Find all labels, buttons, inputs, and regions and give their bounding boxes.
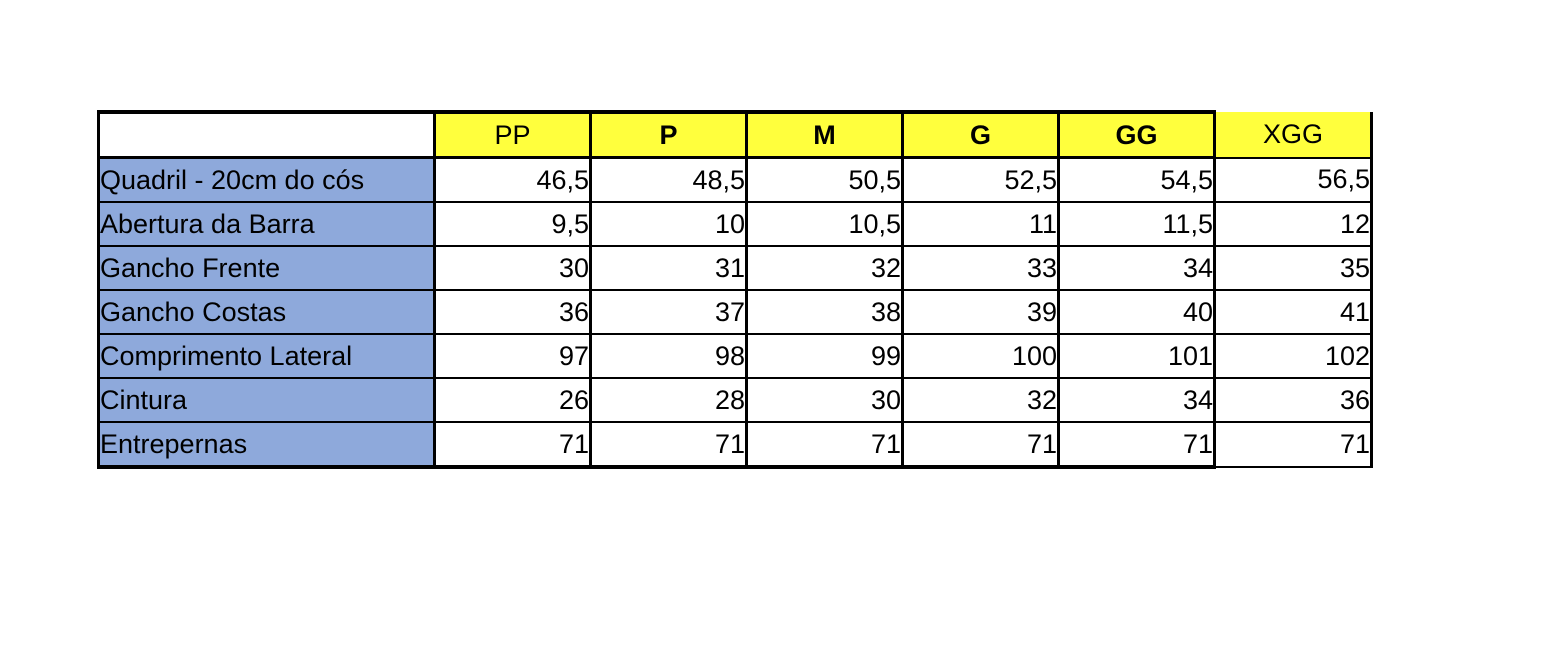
- size-header-row: PP P M G GG XGG: [97, 110, 1373, 159]
- row-label: Gancho Frente: [97, 245, 436, 291]
- value-cell: 41: [1213, 289, 1373, 335]
- size-header-p: P: [589, 110, 748, 159]
- value-cell: 71: [1057, 421, 1216, 469]
- value-cell: 97: [433, 333, 592, 379]
- value-cell: 98: [589, 333, 748, 379]
- row-label: Cintura: [97, 377, 436, 423]
- table-row: Cintura 26 28 30 32 34 36: [97, 377, 1373, 423]
- value-cell: 71: [433, 421, 592, 469]
- value-cell: 36: [433, 289, 592, 335]
- value-cell: 36: [1213, 377, 1373, 423]
- value-cell: 54,5: [1057, 156, 1216, 203]
- value-cell: 12: [1213, 201, 1373, 247]
- value-cell: 99: [745, 333, 904, 379]
- value-cell: 32: [901, 377, 1060, 423]
- size-chart-table: PP P M G GG XGG Quadril - 20cm do cós 46,5 48,5 5…: [97, 110, 1373, 469]
- value-cell: 11,5: [1057, 201, 1216, 247]
- value-cell: 56,5: [1213, 156, 1373, 203]
- value-cell: 40: [1057, 289, 1216, 335]
- value-cell: 101: [1057, 333, 1216, 379]
- value-cell: 38: [745, 289, 904, 335]
- value-cell: 46,5: [433, 156, 592, 203]
- row-label: Quadril - 20cm do cós: [97, 156, 436, 203]
- value-cell: 102: [1213, 333, 1373, 379]
- row-label: Gancho Costas: [97, 289, 436, 335]
- row-label: Entrepernas: [97, 421, 436, 469]
- value-cell: 50,5: [745, 156, 904, 203]
- value-cell: 52,5: [901, 156, 1060, 203]
- value-cell: 26: [433, 377, 592, 423]
- value-cell: 71: [1213, 421, 1373, 468]
- value-cell: 100: [901, 333, 1060, 379]
- corner-cell: [97, 110, 436, 159]
- value-cell: 10: [589, 201, 748, 247]
- table-row: Quadril - 20cm do cós 46,5 48,5 50,5 52,5 54,…: [97, 156, 1373, 203]
- size-header-m: M: [745, 110, 904, 159]
- table-row: Gancho Costas 36 37 38 39 40 41: [97, 289, 1373, 335]
- value-cell: 33: [901, 245, 1060, 291]
- size-header-pp: PP: [433, 110, 592, 159]
- size-header-g: G: [901, 110, 1060, 159]
- table-row: Gancho Frente 30 31 32 33 34 35: [97, 245, 1373, 291]
- value-cell: 30: [433, 245, 592, 291]
- value-cell: 9,5: [433, 201, 592, 247]
- size-header-xgg: XGG: [1213, 112, 1373, 159]
- value-cell: 10,5: [745, 201, 904, 247]
- value-cell: 71: [745, 421, 904, 469]
- table-row: Abertura da Barra 9,5 10 10,5 11 11,5 12: [97, 201, 1373, 247]
- value-cell: 39: [901, 289, 1060, 335]
- value-cell: 35: [1213, 245, 1373, 291]
- value-cell: 71: [901, 421, 1060, 469]
- size-header-gg: GG: [1057, 110, 1216, 159]
- value-cell: 37: [589, 289, 748, 335]
- value-cell: 11: [901, 201, 1060, 247]
- value-cell: 71: [589, 421, 748, 469]
- value-cell: 48,5: [589, 156, 748, 203]
- value-cell: 28: [589, 377, 748, 423]
- value-cell: 30: [745, 377, 904, 423]
- value-cell: 34: [1057, 377, 1216, 423]
- value-cell: 34: [1057, 245, 1216, 291]
- row-label: Comprimento Lateral: [97, 333, 436, 379]
- table-row: Entrepernas 71 71 71 71 71 71: [97, 421, 1373, 469]
- value-cell: 32: [745, 245, 904, 291]
- table-row: Comprimento Lateral 97 98 99 100 101 102: [97, 333, 1373, 379]
- value-cell: 31: [589, 245, 748, 291]
- row-label: Abertura da Barra: [97, 201, 436, 247]
